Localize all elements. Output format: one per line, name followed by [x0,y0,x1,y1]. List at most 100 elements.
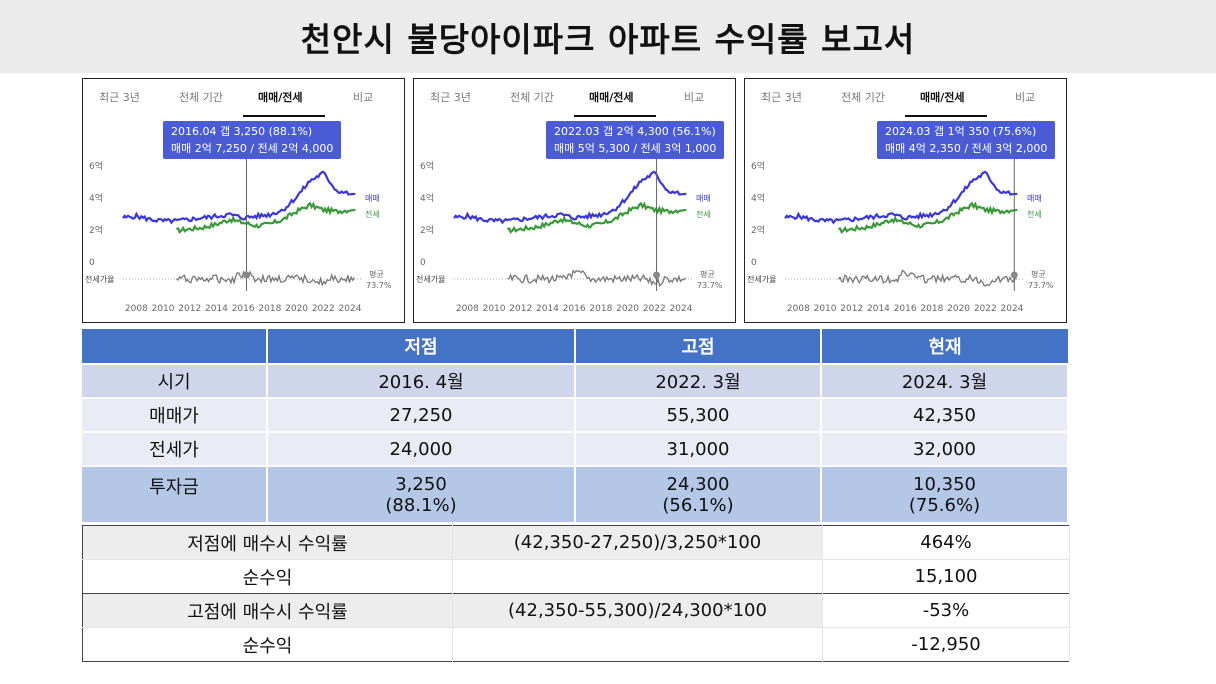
y-tick-label: 6억 [751,160,765,172]
trade-series-line [453,170,687,225]
avg-value: 73.7% [1028,281,1054,290]
y-tick-label: 6억 [420,160,434,172]
chart-tab-all-period[interactable]: 전체 기간 [510,91,554,104]
x-tick-label: 2014 [205,304,228,314]
trade-series-label: 매매 [1027,194,1042,203]
x-tick-label: 2024 [670,304,693,314]
x-tick-label: 2020 [947,304,970,314]
summary-value: 464% [822,525,1070,560]
cell-now: 42,350 [821,397,1069,432]
cell-high-amount: 24,300 [666,473,730,495]
x-tick-label: 2018 [589,304,612,314]
x-tick-label: 2020 [616,304,639,314]
chart-tabs: 최근 3년 전체 기간 매매/전세 비교 [745,79,1066,119]
tooltip-price-line: 매매 4억 2,350 / 전세 3억 2,000 [885,142,1048,155]
x-tick-label: 2016 [232,304,255,314]
jeonse-series-label: 전세 [696,209,711,219]
table-row-jeonse: 전세가 24,000 31,000 32,000 [82,431,1069,466]
cell-now: 10,350 (75.6%) [821,465,1069,522]
summary-formula-empty [452,627,823,662]
return-summary-table: 저점에 매수시 수익률 (42,350-27,250)/3,250*100 46… [82,525,1070,662]
chart-tab-trade-jeonse[interactable]: 매매/전세 [589,91,634,104]
cell-now-ratio: (75.6%) [908,494,981,516]
y-tick-label: 2억 [420,224,434,236]
x-tick-label: 2018 [920,304,943,314]
chart-panel-now: 최근 3년 전체 기간 매매/전세 비교 6억 4억 2억 0 2008 2010 2012 2014… [744,78,1067,323]
header-low: 저점 [267,329,576,364]
cell-low: 27,250 [267,397,576,432]
cell-high: 31,000 [575,431,822,466]
jeonse-series-line [507,201,687,234]
chart-tab-recent-3y[interactable]: 최근 3년 [430,91,471,104]
trade-series-label: 매매 [696,194,711,203]
x-tick-label: 2022 [643,304,666,314]
y-tick-label: 4억 [420,192,434,204]
trade-series-line [784,170,1018,225]
x-tick-label: 2010 [814,304,837,314]
active-tab-underline [905,115,987,117]
x-tick-label: 2012 [840,304,863,314]
cell-high: 24,300 (56.1%) [575,465,822,522]
summary-row-low-net: 순수익 15,100 [82,559,1070,594]
cell-high: 55,300 [575,397,822,432]
active-tab-underline [243,115,325,117]
x-tick-label: 2024 [1001,304,1024,314]
x-tick-label: 2008 [125,304,148,314]
chart-tab-compare[interactable]: 비교 [684,91,705,104]
x-tick-label: 2022 [974,304,997,314]
x-tick-label: 2016 [563,304,586,314]
chart-tooltip: 2016.04 갭 3,250 (88.1%) 매매 2억 7,250 / 전세 … [163,121,342,159]
ratio-series-line [837,269,1017,287]
avg-label: 평균 [1031,269,1046,279]
chart-tab-trade-jeonse[interactable]: 매매/전세 [258,91,303,104]
tooltip-price-line: 매매 2억 7,250 / 전세 2억 4,000 [171,142,334,155]
x-tick-label: 2014 [867,304,890,314]
row-label: 전세가 [82,431,268,466]
cell-low-ratio: (88.1%) [385,494,457,516]
avg-value: 73.7% [697,281,723,290]
header-high: 고점 [575,329,822,364]
cell-low-amount: 3,250 [395,473,447,495]
x-tick-label: 2012 [509,304,532,314]
jeonse-series-line [838,201,1018,234]
chart-tabs: 최근 3년 전체 기간 매매/전세 비교 [414,79,735,119]
summary-formula: (42,350-27,250)/3,250*100 [452,525,823,560]
tooltip-gap-line: 2016.04 갭 3,250 (88.1%) [171,125,313,138]
x-tick-label: 2022 [312,304,335,314]
chart-tab-all-period[interactable]: 전체 기간 [841,91,885,104]
summary-row-high-net: 순수익 -12,950 [82,627,1070,662]
row-label: 투자금 [82,465,268,522]
price-chart: 6억 4억 2억 0 2008 2010 2012 2014 2016 2018 2020 2022 2… [747,155,1054,314]
summary-value: -12,950 [822,627,1070,662]
summary-label: 고점에 매수시 수익률 [82,593,453,628]
chart-tab-all-period[interactable]: 전체 기간 [179,91,223,104]
tooltip-price-line: 매매 5억 5,300 / 전세 3억 1,000 [554,142,717,155]
chart-tab-compare[interactable]: 비교 [353,91,374,104]
summary-row-high-return: 고점에 매수시 수익률 (42,350-55,300)/24,300*100 -… [82,593,1070,628]
avg-label: 평균 [369,269,384,279]
active-tab-underline [574,115,656,117]
cell-high: 2022. 3월 [575,363,822,398]
x-tick-label: 2020 [285,304,308,314]
chart-tab-trade-jeonse[interactable]: 매매/전세 [920,91,965,104]
chart-tab-compare[interactable]: 비교 [1015,91,1036,104]
summary-label: 저점에 매수시 수익률 [82,525,453,560]
y-tick-label: 0 [420,258,426,268]
tooltip-gap-line: 2024.03 갭 1억 350 (75.6%) [885,125,1037,138]
row-label: 매매가 [82,397,268,432]
table-header-row: 저점 고점 현재 [82,329,1068,364]
summary-value: -53% [822,593,1070,628]
ratio-label: 전세가율 [747,274,776,284]
x-tick-label: 2008 [787,304,810,314]
chart-tab-recent-3y[interactable]: 최근 3년 [99,91,140,104]
cell-now: 32,000 [821,431,1069,466]
chart-panel-low: 최근 3년 전체 기간 매매/전세 비교 6억 4억 2억 0 2008 2010 2012 2014… [82,78,405,323]
y-tick-label: 0 [751,258,757,268]
row-label: 시기 [82,363,268,398]
table-row-trade: 매매가 27,250 55,300 42,350 [82,397,1069,432]
chart-tab-recent-3y[interactable]: 최근 3년 [761,91,802,104]
page-title: 천안시 불당아이파크 아파트 수익률 보고서 [300,19,916,59]
summary-formula-empty [452,559,823,594]
trade-series-label: 매매 [365,194,380,203]
table-row-investment: 투자금 3,250 (88.1%) 24,300 (56.1%) 10,350 … [82,465,1069,522]
